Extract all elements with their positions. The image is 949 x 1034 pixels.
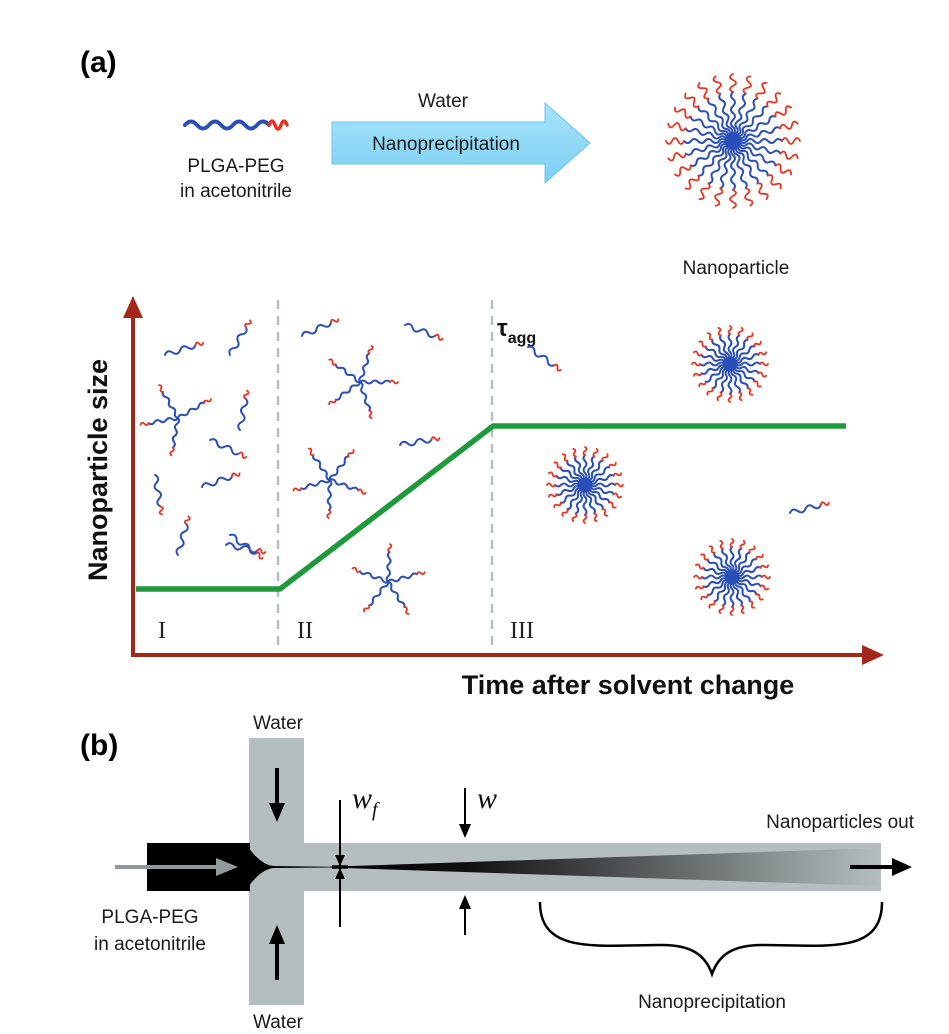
aggregating-chains-stage-2 [288,315,445,626]
inlet-label-line1: PLGA-PEG [101,907,198,928]
polymer-label-line1: PLGA-PEG [187,156,284,177]
panel-a-label: (a) [80,46,117,79]
nanoparticle-label: Nanoparticle [683,258,790,279]
polymer-label-line2: in acetonitrile [180,181,292,202]
wf-width-marker [332,800,348,927]
nanoparticle-icon [666,74,800,208]
water-bottom-arrow-icon [269,925,285,980]
process-arrow-icon [331,101,591,185]
stage-label-3: III [510,618,534,644]
panel-b-label: (b) [80,729,118,762]
outlet-label: Nanoparticles out [766,812,915,833]
polymer-chain-icon [183,119,289,131]
outlet-arrow-icon [850,858,912,876]
tau-agg-label: τagg [497,315,536,347]
water-bottom-label: Water [253,1012,304,1033]
free-chains-stage-1 [139,318,267,561]
nanoprecipitation-brace [538,901,884,978]
inlet-label-line2: in acetonitrile [94,934,206,955]
water-top-label: Water [253,713,304,734]
water-top-arrow-icon [269,768,285,822]
y-axis [123,296,143,655]
y-axis-label: Nanoparticle size [83,359,113,581]
wf-label: wf [352,782,380,821]
x-axis [131,645,884,665]
inlet-arrow-icon [115,858,238,876]
stage-label-2: II [297,618,313,644]
x-axis-label: Time after solvent change [462,670,795,700]
arrow-inner-label: Nanoprecipitation [372,134,520,155]
nanoprecipitation-label: Nanoprecipitation [638,992,786,1013]
arrow-top-label: Water [418,91,469,112]
w-label: w [477,782,497,815]
nanoparticles-stage-3 [525,326,831,615]
size-curve [136,423,846,592]
mixing-zone [330,848,880,886]
stage-label-1: I [158,618,166,644]
w-width-marker [459,788,471,935]
